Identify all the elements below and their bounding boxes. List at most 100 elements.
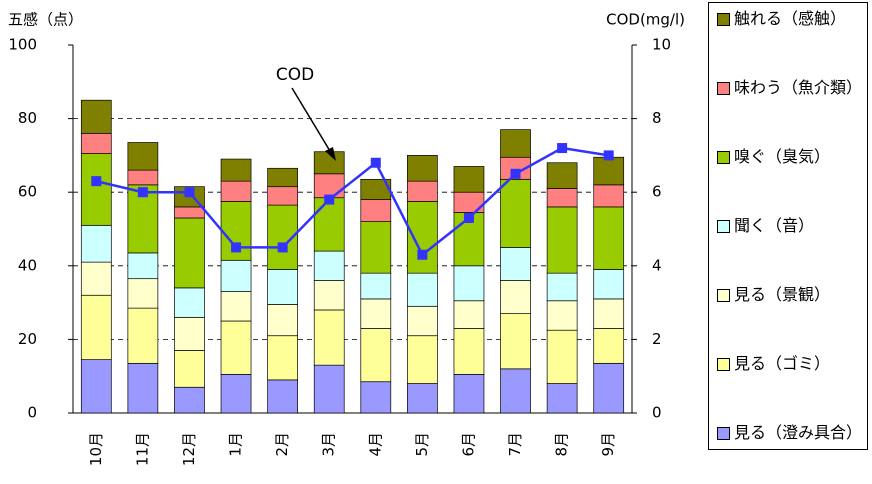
bar-segment: [360, 381, 392, 414]
legend-label: 見る（景観）: [734, 285, 831, 304]
bar-segment: [174, 287, 205, 318]
cod-marker: [417, 249, 428, 260]
legend-swatch: [717, 13, 730, 26]
legend-label: 聞く（音）: [734, 216, 815, 235]
bar-segment: [407, 272, 438, 307]
bar-segment: [267, 269, 298, 305]
bar-segment: [546, 272, 578, 302]
bar-segment: [407, 180, 438, 202]
bar-segment: [313, 173, 345, 199]
x-tick-label: 4月: [366, 432, 384, 457]
y2-tick-label: 8: [652, 109, 662, 127]
x-tick-label: 5月: [413, 432, 431, 457]
bar-segment: [546, 300, 578, 331]
bar-segment: [80, 99, 112, 134]
x-tick-label: 3月: [320, 432, 338, 457]
bar-segment: [267, 204, 298, 270]
bar-segment: [360, 199, 392, 222]
annotation-arrowhead: [325, 147, 336, 161]
bar-segment: [174, 217, 205, 289]
bar-segment: [80, 132, 112, 154]
legend-label: 触れる（感触）: [734, 9, 847, 28]
legend-item: 見る（ゴミ）: [717, 354, 863, 374]
bar-segment: [313, 309, 345, 366]
bar-segment: [267, 186, 298, 206]
legend-item: 聞く（音）: [717, 216, 863, 236]
y-tick-label: 0: [27, 404, 37, 422]
cod-marker: [510, 168, 521, 179]
bar-segment: [500, 129, 531, 158]
cod-marker: [603, 150, 614, 161]
bar-segment: [80, 359, 112, 414]
bar-segment: [360, 328, 392, 383]
x-tick-label: 1月: [227, 432, 245, 457]
legend-item: 見る（景観）: [717, 285, 863, 305]
bar-segment: [127, 362, 159, 414]
y-tick-label: 100: [8, 36, 37, 54]
bar-segment: [313, 280, 345, 311]
bar-segment: [546, 329, 578, 384]
bar-segment: [407, 155, 438, 182]
chart: 五感（点） COD(mg/l) 0 20 40 60 80 100 0 2 4 6 8 10 10月 11…: [8, 11, 685, 467]
bar-segment: [593, 184, 625, 208]
legend-item: 嗅ぐ（臭気）: [717, 147, 863, 167]
bar-segment: [220, 320, 252, 375]
bar-segment: [546, 162, 578, 189]
bar-segment: [267, 304, 298, 337]
annotation: COD: [276, 65, 314, 85]
cod-marker: [277, 242, 288, 253]
bar-segment: [80, 224, 112, 263]
legend-swatch: [717, 358, 730, 371]
bar-segment: [407, 335, 438, 384]
bar-segment: [360, 221, 392, 274]
legend: 触れる（感触） 味わう（魚介類） 嗅ぐ（臭気） 聞く（音） 見る（景観） 見る（ゴミ） 見る…: [708, 2, 868, 450]
bar-segment: [267, 335, 298, 381]
x-tick-label: 11月: [133, 432, 151, 466]
cod-marker: [370, 157, 381, 168]
bar-segment: [453, 265, 485, 302]
cod-marker: [324, 194, 335, 205]
bar-segment: [500, 247, 531, 281]
cod-marker: [137, 187, 148, 198]
bar-segment: [80, 261, 112, 296]
bar-segment: [453, 166, 485, 193]
bar-segment: [127, 169, 159, 186]
bar-segment: [453, 374, 485, 414]
legend-item: 味わう（魚介類）: [717, 78, 863, 98]
bar-segment: [127, 307, 159, 364]
bar-segment: [593, 269, 625, 300]
bar-segment: [313, 197, 345, 252]
cod-line: [96, 146, 609, 257]
bar-segment: [174, 350, 205, 388]
legend-label: 見る（澄み具合）: [734, 423, 863, 442]
bar-segment: [453, 328, 485, 375]
bar-segment: [127, 278, 159, 309]
bar-segment: [407, 305, 438, 337]
bar-segment: [220, 259, 252, 292]
bar-segment: [174, 386, 205, 414]
bar-segment: [500, 313, 531, 370]
y-tick-label: 60: [18, 183, 37, 201]
x-tick-label: 12月: [180, 432, 198, 466]
y-tick-label: 80: [18, 109, 37, 127]
y2-tick-label: 2: [652, 330, 662, 348]
y2-tick-label: 6: [652, 183, 662, 201]
x-tick-label: 2月: [273, 432, 291, 457]
bar-segment: [313, 151, 345, 175]
bar-segment: [127, 142, 159, 171]
bar-segment: [313, 364, 345, 414]
legend-label: 見る（ゴミ）: [734, 354, 831, 373]
legend-swatch: [717, 220, 730, 233]
bar-segment: [546, 383, 578, 414]
bar-segment: [593, 298, 625, 329]
cod-marker: [557, 143, 568, 154]
bar-segment: [360, 178, 392, 200]
y2-tick-label: 10: [652, 36, 671, 54]
bar-segment: [220, 374, 252, 414]
x-tick-label: 8月: [553, 432, 571, 457]
bar-segment: [500, 178, 531, 248]
cod-marker: [463, 212, 474, 223]
bar-segment: [220, 158, 252, 182]
cod-marker: [184, 187, 195, 198]
legend-swatch: [717, 289, 730, 302]
